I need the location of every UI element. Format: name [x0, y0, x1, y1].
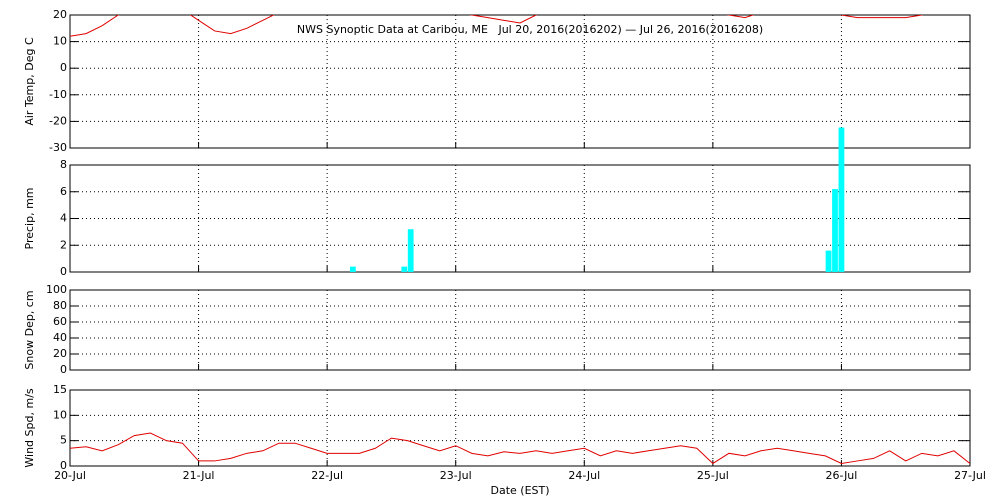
bar [401, 266, 408, 272]
x-axis-label: Date (EST) [490, 484, 549, 497]
x-tick-label: 27-Jul [954, 469, 986, 482]
y-tick-label: 6 [60, 185, 67, 198]
y-tick-label: 20 [53, 347, 67, 360]
y-tick-label: 0 [60, 459, 67, 472]
y-tick-label: 5 [60, 434, 67, 447]
y-tick-label: 0 [60, 363, 67, 376]
line [70, 432, 970, 465]
x-tick-label: 23-Jul [440, 469, 472, 482]
y-tick-label: 80 [53, 299, 67, 312]
y-tick-label: 100 [46, 283, 67, 296]
bar [349, 266, 356, 272]
bar [832, 189, 838, 272]
y-tick-label: 40 [53, 331, 67, 344]
x-tick-label: 22-Jul [311, 469, 343, 482]
y-tick-label: -10 [49, 88, 67, 101]
bar [838, 127, 845, 272]
y-tick-label: 0 [60, 61, 67, 74]
y-axis-label: Air Temp, Deg C [23, 37, 36, 126]
line [70, 15, 924, 37]
x-tick-label: 26-Jul [825, 469, 857, 482]
y-tick-label: 20 [53, 8, 67, 21]
y-tick-label: 60 [53, 315, 67, 328]
y-tick-label: 8 [60, 158, 67, 171]
bar [407, 229, 414, 272]
y-tick-label: -20 [49, 114, 67, 127]
frame [69, 164, 971, 273]
x-tick-label: 25-Jul [697, 469, 729, 482]
frame [69, 289, 971, 371]
y-tick-label: 10 [53, 408, 67, 421]
y-axis-label: Wind Spd, m/s [23, 388, 36, 468]
bar [825, 250, 832, 272]
y-tick-label: 4 [60, 212, 67, 225]
frame [69, 389, 971, 467]
chart-title: NWS Synoptic Data at Caribou, ME Jul 20,… [297, 23, 763, 36]
y-tick-label: 15 [53, 383, 67, 396]
y-tick-label: -30 [49, 141, 67, 154]
frame [69, 14, 971, 149]
y-tick-label: 2 [60, 238, 67, 251]
y-axis-label: Snow Dep, cm [23, 290, 36, 369]
x-tick-label: 21-Jul [183, 469, 215, 482]
y-tick-label: 10 [53, 35, 67, 48]
y-axis-label: Precip, mm [23, 188, 36, 250]
x-tick-label: 24-Jul [568, 469, 600, 482]
y-tick-label: 0 [60, 265, 67, 278]
x-tick-label: 20-Jul [54, 469, 86, 482]
